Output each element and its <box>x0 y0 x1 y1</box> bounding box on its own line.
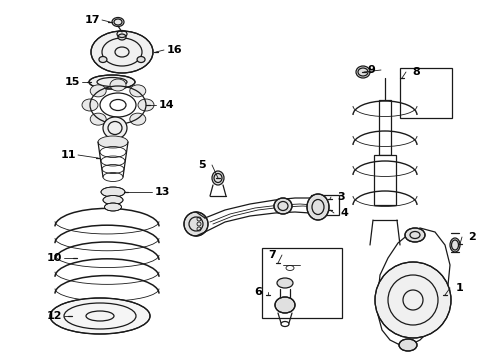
Bar <box>262 248 341 318</box>
Polygon shape <box>377 228 449 345</box>
Ellipse shape <box>404 228 424 242</box>
Ellipse shape <box>273 198 291 214</box>
Text: 17: 17 <box>84 15 100 25</box>
Ellipse shape <box>50 298 150 334</box>
Text: 10: 10 <box>46 253 61 263</box>
Ellipse shape <box>212 171 224 185</box>
Text: 12: 12 <box>46 311 61 321</box>
Ellipse shape <box>103 117 127 139</box>
Ellipse shape <box>398 339 416 351</box>
Text: 7: 7 <box>267 250 275 260</box>
Ellipse shape <box>90 85 106 97</box>
Text: 16: 16 <box>166 45 182 55</box>
Circle shape <box>183 212 207 236</box>
Text: 15: 15 <box>64 77 80 87</box>
Ellipse shape <box>129 85 145 97</box>
Text: 13: 13 <box>154 187 169 197</box>
Ellipse shape <box>276 278 292 288</box>
Ellipse shape <box>137 57 145 63</box>
Text: 14: 14 <box>158 100 173 110</box>
Text: 11: 11 <box>60 150 76 160</box>
Ellipse shape <box>110 119 126 131</box>
Circle shape <box>374 262 450 338</box>
Ellipse shape <box>82 99 98 111</box>
Ellipse shape <box>129 113 145 125</box>
Ellipse shape <box>101 187 125 197</box>
Text: 1: 1 <box>455 283 463 293</box>
Ellipse shape <box>99 57 107 63</box>
Text: 2: 2 <box>467 232 475 242</box>
Ellipse shape <box>274 297 294 313</box>
Ellipse shape <box>90 113 106 125</box>
Bar <box>378 100 390 155</box>
Text: 9: 9 <box>366 65 374 75</box>
Ellipse shape <box>89 75 135 89</box>
Ellipse shape <box>118 34 126 40</box>
Text: 6: 6 <box>254 287 262 297</box>
Bar <box>399 68 451 118</box>
Ellipse shape <box>104 203 121 211</box>
Text: 5: 5 <box>198 160 205 170</box>
Text: 8: 8 <box>411 67 419 77</box>
Ellipse shape <box>355 66 369 78</box>
Bar <box>310 195 338 215</box>
Text: 3: 3 <box>337 192 344 202</box>
Ellipse shape <box>449 238 459 252</box>
Ellipse shape <box>98 136 128 148</box>
Ellipse shape <box>110 79 126 91</box>
Ellipse shape <box>306 194 328 220</box>
Bar <box>373 155 395 205</box>
Ellipse shape <box>112 18 124 27</box>
Text: 4: 4 <box>339 208 347 218</box>
Ellipse shape <box>138 99 154 111</box>
Ellipse shape <box>91 31 153 73</box>
Ellipse shape <box>103 195 123 204</box>
